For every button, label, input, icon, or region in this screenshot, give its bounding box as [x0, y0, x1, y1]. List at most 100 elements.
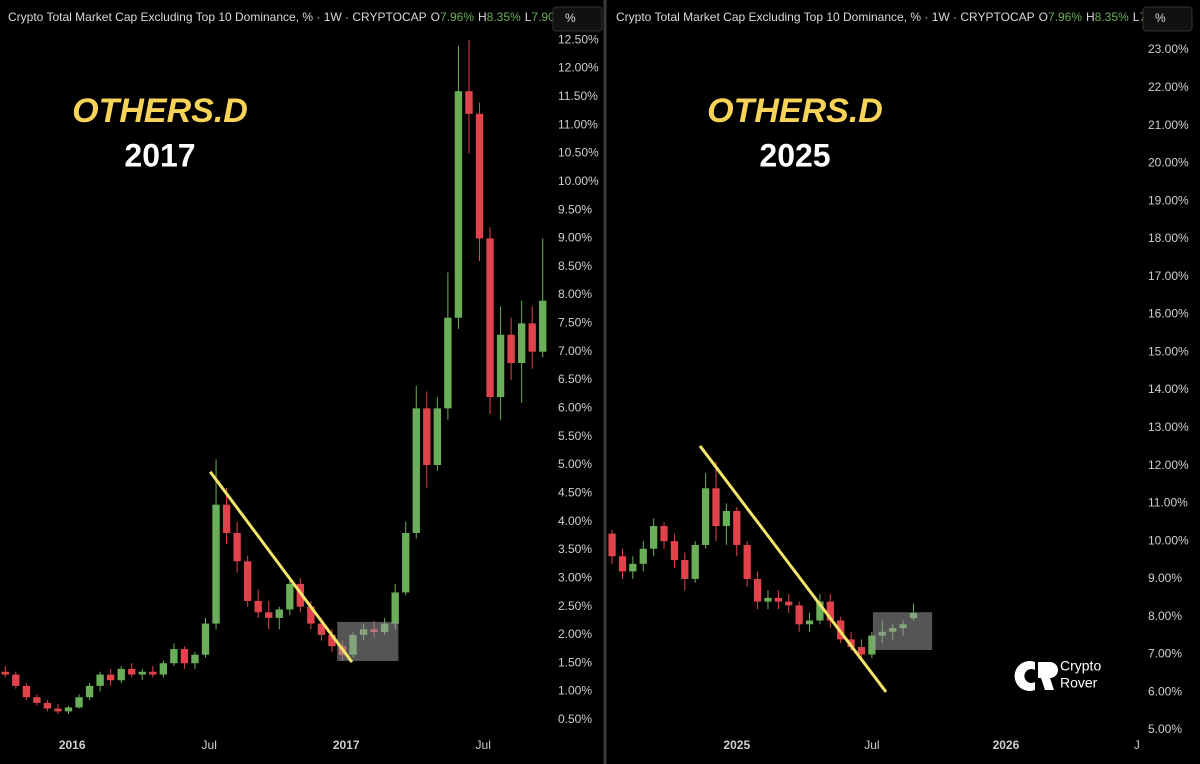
ohlc-value: 8.35%	[1095, 10, 1129, 24]
x-tick-label: Jul	[864, 738, 879, 752]
candle-body	[444, 317, 452, 409]
candle-body	[43, 702, 52, 709]
candle-body	[701, 488, 710, 545]
y-tick-label: 5.00%	[1148, 722, 1182, 736]
header-text: Crypto Total Market Cap Excluding Top 10…	[616, 10, 1035, 24]
y-tick-label: 4.50%	[558, 485, 592, 499]
y-tick-label: 5.00%	[558, 457, 592, 471]
candle-body	[54, 708, 62, 712]
candle-body	[22, 685, 31, 698]
y-tick-label: 1.50%	[558, 655, 592, 669]
candle-body	[286, 583, 294, 610]
y-tick-label: 10.00%	[1148, 533, 1189, 547]
ohlc-key: L	[1133, 10, 1140, 24]
ohlc-key: H	[1086, 10, 1095, 24]
candle-body	[117, 668, 125, 681]
y-tick-label: 9.00%	[1148, 571, 1182, 585]
ohlc-key: O	[431, 10, 440, 24]
candle-body	[128, 668, 136, 675]
candle-body	[868, 635, 876, 655]
y-tick-label: 19.00%	[1148, 193, 1189, 207]
scale-button[interactable]	[1142, 6, 1193, 32]
y-tick-label: 9.00%	[558, 231, 592, 245]
y-tick-label: 10.50%	[558, 146, 599, 160]
candle-body	[629, 563, 637, 572]
candle-body	[391, 592, 399, 624]
y-tick-label: 4.00%	[558, 514, 592, 528]
y-tick-label: 8.00%	[558, 287, 592, 301]
y-tick-label: 23.00%	[1148, 42, 1189, 56]
chart-subtitle: 2017	[124, 137, 195, 173]
candle-body	[191, 654, 199, 664]
y-tick-label: 7.00%	[1148, 647, 1182, 661]
y-tick-label: 6.00%	[1148, 684, 1182, 698]
y-tick-label: 12.50%	[558, 32, 599, 46]
y-tick-label: 2.50%	[558, 599, 592, 613]
ohlc-key: O	[1039, 10, 1048, 24]
candle-body	[328, 634, 336, 647]
candle-body	[826, 601, 834, 621]
candle-body	[275, 609, 283, 618]
candle-body	[753, 578, 762, 602]
y-tick-label: 10.00%	[558, 174, 599, 188]
y-tick-label: 8.00%	[1148, 609, 1182, 623]
y-tick-label: 16.00%	[1148, 307, 1189, 321]
candle-body	[733, 510, 741, 545]
candle-body	[795, 605, 803, 625]
candle-body	[608, 533, 616, 557]
candle-body	[539, 300, 547, 352]
y-tick-label: 2.00%	[558, 627, 592, 641]
x-tick-label: J	[1134, 738, 1140, 752]
scale-button-label[interactable]: %	[565, 11, 576, 25]
y-tick-label: 22.00%	[1148, 80, 1189, 94]
y-tick-label: 12.00%	[558, 61, 599, 75]
candle-body	[681, 560, 689, 579]
scale-button[interactable]	[552, 6, 603, 32]
y-tick-label: 14.00%	[1148, 382, 1189, 396]
chart-title: OTHERS.D	[707, 92, 883, 130]
candle-body	[307, 606, 315, 624]
y-tick-label: 12.00%	[1148, 458, 1189, 472]
candle-body	[507, 334, 515, 364]
candle-body	[785, 601, 793, 606]
y-tick-label: 6.00%	[558, 401, 592, 415]
candle-body	[433, 408, 442, 465]
y-tick-label: 13.00%	[1148, 420, 1189, 434]
candle-body	[317, 623, 326, 635]
candle-body	[650, 526, 658, 549]
candle-body	[33, 697, 41, 703]
candle-body	[816, 601, 824, 621]
candle-body	[254, 600, 262, 613]
candle-body	[805, 620, 814, 625]
candle-body	[465, 91, 473, 114]
y-tick-label: 9.50%	[558, 202, 592, 216]
candle-body	[201, 623, 210, 655]
y-tick-label: 7.50%	[558, 316, 592, 330]
y-tick-label: 11.00%	[1148, 496, 1188, 510]
y-tick-label: 20.00%	[1148, 156, 1189, 170]
chart-header: Crypto Total Market Cap Excluding Top 10…	[616, 10, 1187, 24]
candle-body	[12, 674, 20, 686]
candle-body	[454, 91, 463, 318]
candle-body	[96, 674, 104, 686]
candle-body	[517, 323, 526, 364]
candle-body	[743, 544, 751, 579]
scale-button-label[interactable]: %	[1155, 11, 1166, 25]
watermark-text: Rover	[1060, 675, 1098, 691]
candle-body	[496, 334, 505, 398]
candle-body	[402, 532, 410, 593]
candle-body	[222, 504, 231, 533]
ohlc-value: 7.96%	[440, 10, 474, 24]
candle-body	[180, 649, 189, 664]
x-tick-label: Jul	[476, 738, 491, 752]
candle-body	[265, 612, 273, 618]
candle-body	[722, 510, 731, 527]
y-tick-label: 3.50%	[558, 542, 592, 556]
candle-body	[75, 697, 83, 708]
candle-body	[138, 671, 146, 675]
consolidation-box	[872, 612, 933, 650]
candle-body	[528, 323, 536, 352]
y-tick-label: 1.00%	[558, 684, 592, 698]
